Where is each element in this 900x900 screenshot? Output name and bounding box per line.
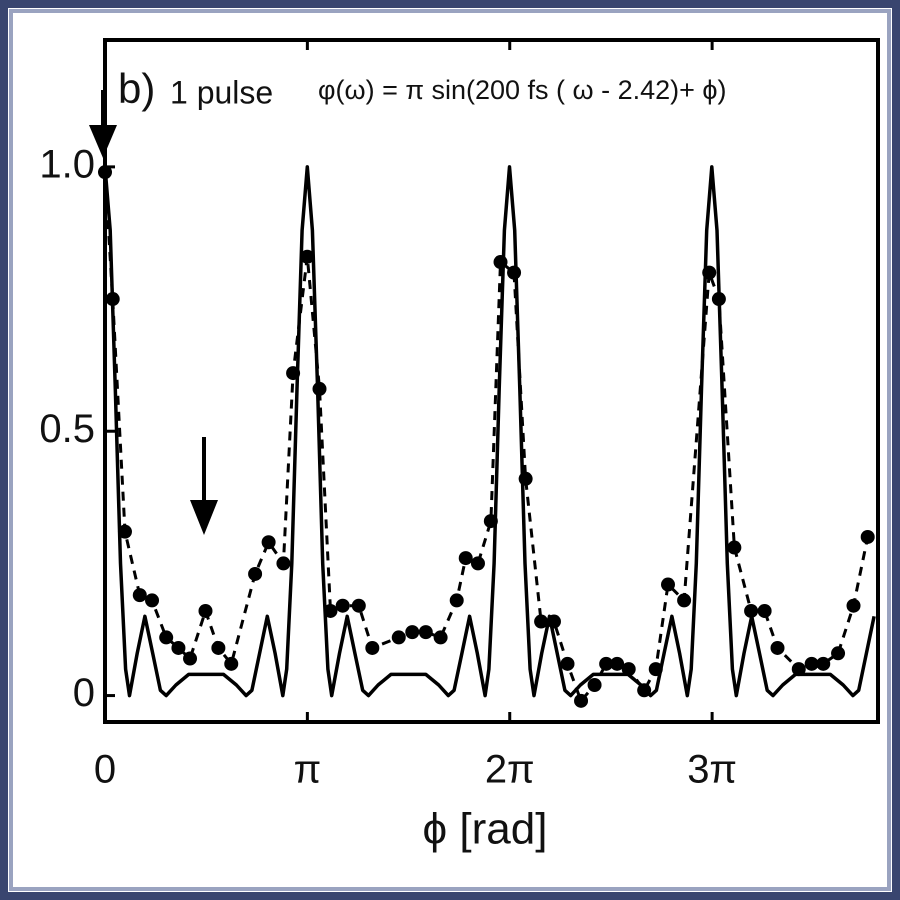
data-point xyxy=(132,588,147,603)
data-point xyxy=(335,598,350,613)
data-point xyxy=(770,640,785,655)
data-point xyxy=(648,662,663,677)
data-point xyxy=(610,656,625,671)
data-point xyxy=(846,598,861,613)
data-point xyxy=(470,556,485,571)
panel-label: b) xyxy=(118,65,155,112)
data-point xyxy=(744,603,759,618)
x-tick-label: 3π xyxy=(687,748,737,792)
data-point xyxy=(418,625,433,640)
data-line xyxy=(103,165,876,698)
data-point xyxy=(198,603,213,618)
data-point xyxy=(702,265,717,280)
data-point xyxy=(312,381,327,396)
data-point xyxy=(300,249,315,264)
data-point xyxy=(574,693,589,708)
data-point xyxy=(261,535,276,550)
data-line xyxy=(103,172,870,703)
y-tick-label: 1.0 xyxy=(39,142,95,186)
data-point xyxy=(493,255,508,270)
data-point xyxy=(405,625,420,640)
data-point xyxy=(171,640,186,655)
data-point xyxy=(677,593,692,608)
data-point xyxy=(105,292,120,307)
data-point xyxy=(831,646,846,661)
data-point xyxy=(248,566,263,581)
data-point xyxy=(546,614,561,629)
data-point xyxy=(276,556,291,571)
data-point xyxy=(791,662,806,677)
data-point xyxy=(661,577,676,592)
arrow xyxy=(89,90,117,158)
data-point xyxy=(433,630,448,645)
y-tick-label: 0.5 xyxy=(39,407,95,451)
data-point xyxy=(159,630,174,645)
data-point xyxy=(145,593,160,608)
data-point xyxy=(757,603,772,618)
x-tick-label: π xyxy=(294,748,322,792)
annotation: 1 pulse xyxy=(170,74,273,110)
arrow-head xyxy=(190,500,218,535)
plot-box xyxy=(103,38,880,724)
data-point xyxy=(117,524,132,539)
data-point xyxy=(449,593,464,608)
arrow-head xyxy=(89,125,117,158)
data-point xyxy=(534,614,549,629)
y-tick-label: 0 xyxy=(73,671,95,715)
data-point xyxy=(599,656,614,671)
data-point xyxy=(560,656,575,671)
data-point xyxy=(816,656,831,671)
data-point xyxy=(286,366,301,381)
data-point xyxy=(507,265,522,280)
x-tick-label: 0 xyxy=(94,748,116,792)
data-point xyxy=(391,630,406,645)
x-tick-label: 2π xyxy=(485,748,535,792)
frame-inner xyxy=(9,9,891,891)
data-point xyxy=(483,514,498,529)
data-point xyxy=(351,598,366,613)
data-point xyxy=(587,677,602,692)
data-point xyxy=(804,656,819,671)
data-point xyxy=(621,662,636,677)
data-point xyxy=(711,292,726,307)
arrow xyxy=(190,437,218,535)
formula: φ(ω) = π sin(200 fs ( ω - 2.42)+ ϕ) xyxy=(318,75,727,105)
data-point xyxy=(365,640,380,655)
data-point xyxy=(518,471,533,486)
data-point xyxy=(860,529,875,544)
data-point xyxy=(727,540,742,555)
data-point xyxy=(211,640,226,655)
x-axis-label: ϕ [rad] xyxy=(423,805,548,854)
data-point xyxy=(98,165,112,180)
data-point xyxy=(323,603,338,618)
data-point xyxy=(637,683,652,698)
data-point xyxy=(458,551,473,566)
data-point xyxy=(224,656,239,671)
data-point xyxy=(183,651,198,666)
